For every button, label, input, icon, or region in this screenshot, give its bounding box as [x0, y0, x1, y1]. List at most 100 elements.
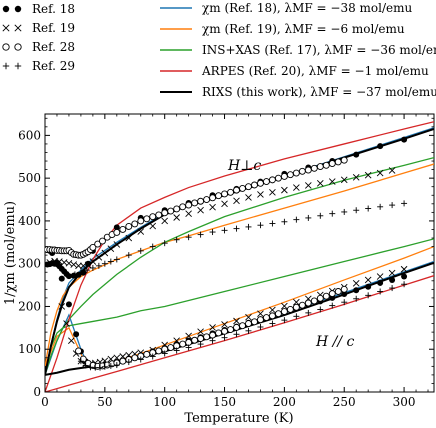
data-point — [233, 197, 240, 205]
data-point — [364, 276, 372, 284]
data-point — [68, 337, 75, 344]
data-point — [221, 321, 228, 328]
data-point — [101, 260, 108, 267]
data-point — [113, 241, 121, 248]
data-point — [233, 225, 240, 232]
data-point — [89, 258, 97, 265]
data-point — [329, 302, 336, 309]
legend-marker-symbol — [14, 43, 22, 51]
legend-line-entry: RIXS (this work), λMF = −37 mol/emu — [160, 85, 436, 99]
legend-lines: χm (Ref. 18), λMF = −38 mol/emu χm (Ref. … — [160, 1, 436, 99]
data-point — [239, 322, 246, 330]
data-point — [113, 229, 121, 236]
data-point — [269, 320, 276, 327]
x-tick-label: 250 — [333, 395, 356, 409]
y-axis-label: 1/χm (mol/emu) — [3, 201, 18, 305]
data-point — [298, 301, 306, 309]
series-markers — [77, 281, 408, 371]
data-point — [131, 220, 139, 228]
series-markers — [46, 167, 396, 270]
data-point — [257, 323, 264, 330]
data-point — [304, 166, 312, 174]
data-point — [389, 285, 396, 292]
series-layer — [45, 121, 434, 392]
data-point — [185, 344, 192, 351]
data-point — [137, 228, 145, 235]
legend-line-label: ARPES (Ref. 20), λMF = −1 mol/emu — [201, 64, 429, 78]
data-point — [209, 324, 216, 331]
data-point — [125, 234, 133, 242]
data-point — [328, 290, 336, 298]
data-point — [365, 283, 372, 290]
y-tick-label: 400 — [18, 214, 41, 228]
x-tick-label: 150 — [213, 395, 236, 409]
legend-line-label: RIXS (this work), λMF = −37 mol/emu — [202, 85, 436, 99]
data-point — [77, 269, 84, 276]
legend-line-label: χm (Ref. 18), λMF = −38 mol/emu — [202, 1, 413, 15]
data-point — [143, 215, 151, 223]
data-point — [65, 259, 73, 267]
data-point — [304, 299, 312, 307]
data-point — [179, 340, 187, 348]
y-tick-label: 100 — [18, 342, 41, 356]
data-point — [58, 275, 65, 282]
data-point — [280, 172, 288, 180]
data-point — [365, 205, 372, 212]
data-point — [340, 156, 348, 164]
data-point — [83, 267, 90, 274]
data-point — [71, 271, 78, 278]
data-point — [353, 287, 360, 294]
data-point — [221, 334, 228, 341]
data-point — [316, 294, 324, 302]
data-point — [65, 301, 72, 308]
data-point — [63, 320, 70, 327]
data-point — [107, 258, 114, 265]
data-point — [46, 259, 54, 266]
data-point — [292, 169, 300, 177]
data-point — [209, 203, 216, 211]
legend-marker-symbol — [2, 43, 10, 51]
data-point — [221, 200, 228, 208]
data-point — [388, 269, 396, 277]
data-point — [377, 203, 384, 210]
data-point — [97, 364, 104, 371]
data-point — [95, 262, 102, 269]
series-line — [45, 275, 434, 392]
data-point — [364, 171, 372, 179]
legend-markers: Ref. 18 Ref. 19 Ref. 28 Ref. 29 — [2, 2, 75, 73]
data-point — [233, 323, 240, 331]
data-point — [215, 329, 223, 337]
data-point — [293, 184, 300, 191]
data-point — [167, 207, 175, 215]
annotation-perp: H⊥c — [227, 158, 261, 174]
data-point — [388, 167, 396, 174]
x-tick-label: 200 — [273, 395, 296, 409]
data-point — [185, 210, 192, 217]
data-point — [245, 313, 252, 321]
data-point — [185, 338, 193, 346]
legend-marker-entry: Ref. 29 — [2, 59, 75, 73]
legend-line-entry: INS+XAS (Ref. 17), λMF = −36 mol/emu — [160, 43, 436, 57]
data-point — [257, 191, 264, 198]
data-point — [281, 218, 288, 225]
data-point — [89, 264, 96, 271]
data-point — [262, 178, 270, 186]
data-point — [89, 243, 97, 251]
data-point — [197, 341, 204, 348]
plot-frame — [44, 113, 435, 393]
data-point — [149, 353, 156, 360]
data-point — [191, 336, 199, 344]
data-point — [197, 328, 204, 336]
data-point — [245, 183, 252, 191]
data-point — [73, 331, 80, 338]
data-point — [353, 207, 360, 214]
legend-marker-symbol — [14, 24, 22, 32]
data-point — [269, 306, 276, 314]
data-point — [185, 332, 192, 340]
data-point — [58, 303, 66, 310]
data-point — [149, 243, 156, 250]
data-point — [401, 136, 408, 143]
data-point — [209, 229, 216, 236]
x-tick-label: 50 — [97, 395, 112, 409]
data-point — [257, 310, 264, 318]
